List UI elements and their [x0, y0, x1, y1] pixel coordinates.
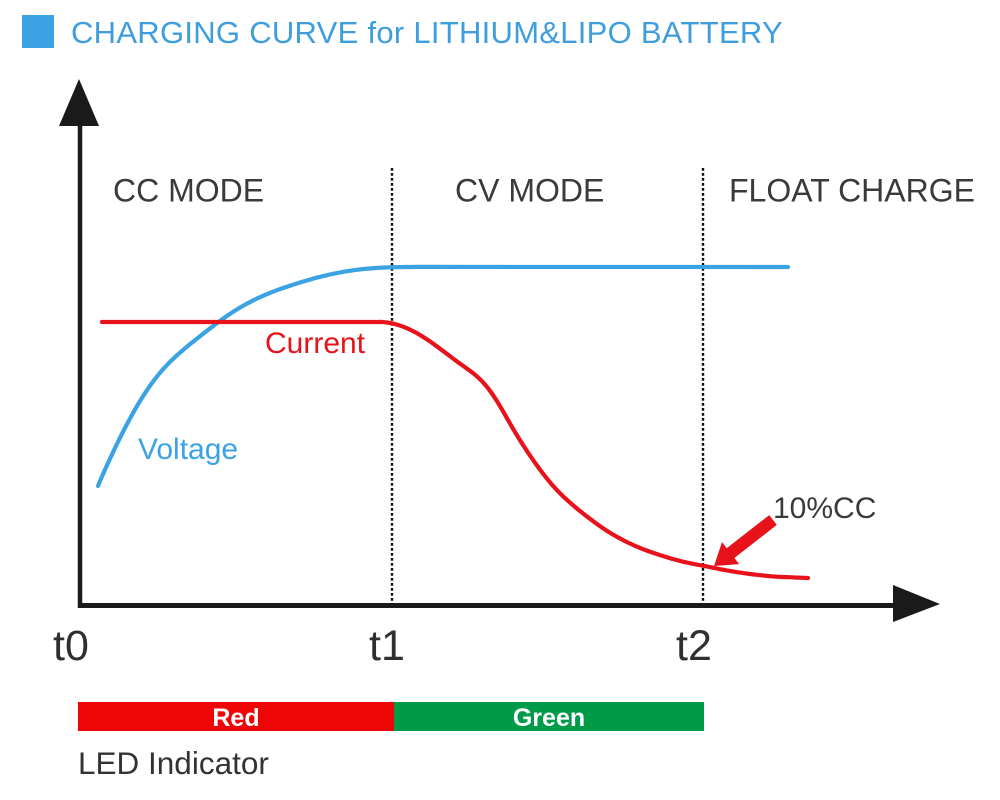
svg-text:Current: Current — [265, 327, 366, 360]
svg-text:FLOAT CHARGE: FLOAT CHARGE — [729, 173, 975, 209]
svg-text:Voltage: Voltage — [138, 433, 238, 466]
svg-text:t0: t0 — [53, 622, 89, 670]
svg-text:Red: Red — [212, 704, 259, 732]
svg-text:CV MODE: CV MODE — [455, 173, 604, 209]
svg-text:Green: Green — [513, 704, 585, 732]
svg-text:t1: t1 — [369, 622, 405, 670]
svg-text:CHARGING CURVE for LITHIUM&LIP: CHARGING CURVE for LITHIUM&LIPO BATTERY — [71, 15, 783, 50]
svg-text:LED Indicator: LED Indicator — [78, 745, 269, 781]
svg-text:10%CC: 10%CC — [773, 492, 876, 525]
svg-text:t2: t2 — [676, 622, 712, 670]
svg-text:CC MODE: CC MODE — [113, 173, 264, 209]
